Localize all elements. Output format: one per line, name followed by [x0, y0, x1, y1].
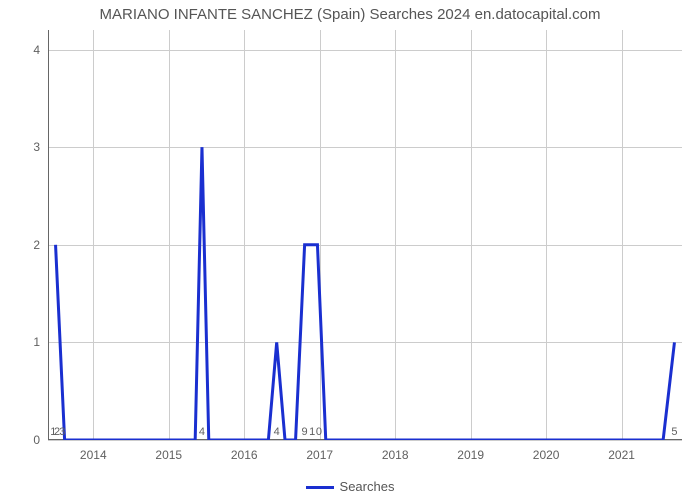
data-point-label: 1 [309, 426, 315, 438]
data-point-label: 4 [274, 426, 280, 438]
y-tick-label: 2 [20, 238, 40, 252]
data-point-label: 3 [59, 426, 65, 438]
y-tick-label: 3 [20, 140, 40, 154]
x-tick-label: 2014 [80, 448, 107, 462]
line-series [48, 30, 682, 440]
x-tick-label: 2016 [231, 448, 258, 462]
x-tick-label: 2021 [608, 448, 635, 462]
legend: Searches [0, 479, 700, 494]
x-tick-label: 2020 [533, 448, 560, 462]
x-tick-label: 2017 [306, 448, 333, 462]
grid-line-h [48, 440, 682, 441]
x-tick-label: 2019 [457, 448, 484, 462]
legend-label: Searches [340, 479, 395, 494]
data-point-label: 4 [199, 426, 205, 438]
x-tick-label: 2015 [155, 448, 182, 462]
plot-area: 0123420142015201620172018201920202021123… [48, 30, 682, 440]
chart-title: MARIANO INFANTE SANCHEZ (Spain) Searches… [0, 6, 700, 23]
legend-swatch [306, 486, 334, 489]
y-tick-label: 4 [20, 43, 40, 57]
data-point-label: 5 [671, 426, 677, 438]
data-point-label: 0 [316, 426, 322, 438]
data-point-label: 9 [302, 426, 308, 438]
x-tick-label: 2018 [382, 448, 409, 462]
y-tick-label: 0 [20, 433, 40, 447]
y-tick-label: 1 [20, 335, 40, 349]
